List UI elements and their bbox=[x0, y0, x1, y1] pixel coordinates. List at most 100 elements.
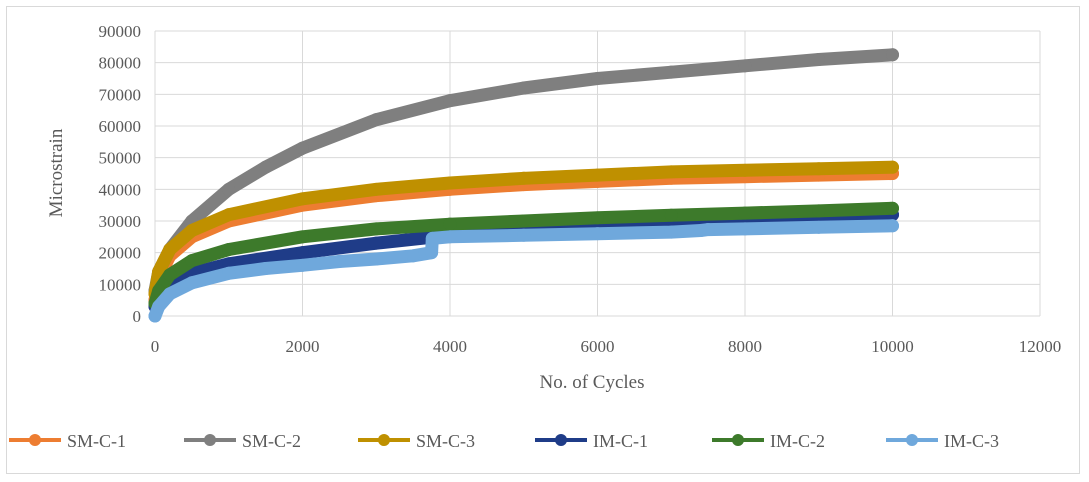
data-point bbox=[664, 208, 678, 222]
data-point bbox=[886, 201, 899, 215]
x-tick-label: 10000 bbox=[871, 337, 914, 356]
tick-labels: 0100002000030000400005000060000700008000… bbox=[99, 22, 1062, 356]
legend-label: IM-C-3 bbox=[944, 431, 999, 451]
y-tick-label: 30000 bbox=[99, 212, 142, 231]
data-point bbox=[812, 220, 826, 234]
legend-marker bbox=[555, 434, 567, 446]
y-tick-label: 70000 bbox=[99, 85, 142, 104]
series-layer bbox=[148, 48, 899, 323]
data-point bbox=[259, 160, 273, 174]
y-tick-label: 40000 bbox=[99, 180, 142, 199]
data-point bbox=[517, 228, 531, 242]
series-SM-C-3 bbox=[148, 160, 899, 301]
data-point bbox=[812, 162, 826, 176]
y-axis-title: Microstrain bbox=[46, 128, 67, 217]
data-point bbox=[185, 276, 199, 290]
data-point bbox=[443, 94, 457, 108]
legend-label: SM-C-1 bbox=[67, 431, 126, 451]
data-point bbox=[886, 160, 899, 174]
data-point bbox=[296, 246, 309, 260]
data-point bbox=[738, 163, 752, 177]
data-point bbox=[369, 236, 383, 250]
data-point bbox=[185, 254, 199, 268]
x-tick-label: 12000 bbox=[1019, 337, 1062, 356]
legend-item: SM-C-1 bbox=[9, 431, 126, 451]
y-tick-label: 0 bbox=[133, 307, 142, 326]
data-point bbox=[664, 65, 678, 79]
data-point bbox=[886, 48, 899, 62]
data-point bbox=[332, 255, 346, 269]
legend-marker bbox=[204, 434, 216, 446]
data-point bbox=[886, 219, 899, 233]
legend-label: IM-C-2 bbox=[770, 431, 825, 451]
x-axis-title: No. of Cycles bbox=[539, 372, 644, 393]
data-point bbox=[517, 214, 531, 228]
legend-item: SM-C-2 bbox=[184, 431, 301, 451]
data-point bbox=[163, 243, 177, 256]
legend-item: IM-C-3 bbox=[886, 431, 999, 451]
y-tick-label: 80000 bbox=[99, 54, 142, 73]
data-point bbox=[517, 171, 531, 185]
y-tick-label: 20000 bbox=[99, 244, 142, 263]
data-point bbox=[369, 113, 383, 127]
legend-label: SM-C-3 bbox=[416, 431, 475, 451]
legend-marker bbox=[29, 434, 41, 446]
data-point bbox=[163, 268, 177, 282]
legend-item: IM-C-1 bbox=[535, 431, 648, 451]
data-point bbox=[152, 300, 166, 313]
data-point bbox=[425, 231, 439, 245]
x-tick-label: 4000 bbox=[433, 337, 467, 356]
data-point bbox=[443, 217, 457, 231]
data-point bbox=[296, 192, 309, 206]
y-tick-label: 60000 bbox=[99, 117, 142, 136]
y-tick-label: 90000 bbox=[99, 22, 142, 41]
y-tick-label: 50000 bbox=[99, 149, 142, 168]
data-point bbox=[591, 72, 604, 85]
data-point bbox=[443, 230, 457, 244]
data-point bbox=[259, 262, 273, 275]
x-tick-label: 6000 bbox=[581, 337, 615, 356]
x-tick-label: 8000 bbox=[728, 337, 762, 356]
x-tick-label: 2000 bbox=[286, 337, 320, 356]
data-point bbox=[222, 243, 236, 256]
data-point bbox=[222, 208, 236, 222]
data-point bbox=[812, 53, 826, 66]
data-point bbox=[222, 266, 236, 280]
x-tick-label: 0 bbox=[151, 337, 160, 356]
data-point bbox=[163, 287, 177, 301]
y-tick-label: 10000 bbox=[99, 275, 142, 294]
legend-item: SM-C-3 bbox=[358, 431, 475, 451]
series-IM-C-2 bbox=[148, 201, 899, 310]
data-point bbox=[738, 206, 752, 220]
legend: SM-C-1 SM-C-2 SM-C-3 IM-C-1 IM-C-2 IM-C-3 bbox=[9, 431, 999, 451]
data-point bbox=[664, 225, 678, 239]
data-point bbox=[296, 258, 309, 272]
data-point bbox=[369, 252, 383, 266]
legend-marker bbox=[732, 434, 744, 446]
data-point bbox=[591, 227, 604, 241]
data-point bbox=[222, 182, 236, 196]
data-point bbox=[664, 165, 678, 179]
series-IM-C-3 bbox=[148, 219, 899, 323]
data-point bbox=[738, 222, 752, 236]
legend-label: SM-C-2 bbox=[242, 431, 301, 451]
data-point bbox=[369, 182, 383, 196]
data-point bbox=[296, 230, 309, 244]
data-point bbox=[517, 81, 531, 95]
data-point bbox=[812, 204, 826, 218]
data-point bbox=[591, 168, 604, 182]
legend-marker bbox=[378, 434, 390, 446]
data-point bbox=[185, 224, 199, 237]
data-point bbox=[591, 211, 604, 225]
data-point bbox=[369, 222, 383, 236]
legend-item: IM-C-2 bbox=[712, 431, 825, 451]
data-point bbox=[296, 141, 309, 155]
data-point bbox=[443, 176, 457, 190]
data-point bbox=[738, 59, 752, 73]
data-point bbox=[701, 223, 715, 237]
legend-label: IM-C-1 bbox=[593, 431, 648, 451]
legend-marker bbox=[906, 434, 918, 446]
data-point bbox=[425, 246, 439, 260]
data-point bbox=[406, 249, 420, 263]
